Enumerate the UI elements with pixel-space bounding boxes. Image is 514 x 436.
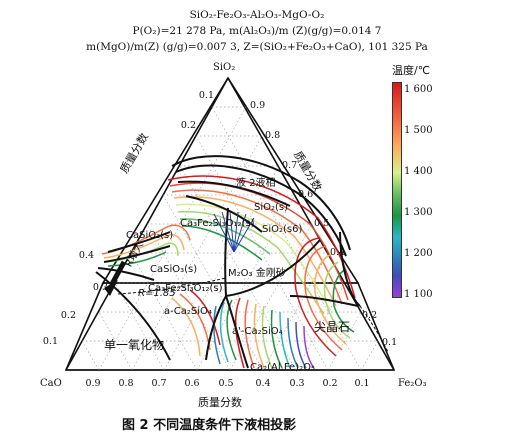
right-tick: 0.9	[250, 100, 265, 111]
left-tick: 0.3	[93, 282, 108, 293]
bottom-tick: 0.9	[85, 378, 100, 389]
right-tick: 0.6	[298, 189, 313, 200]
right-tick: 0.4	[330, 247, 345, 258]
phase-m2o3: M₂O₃ 金刚砂	[228, 268, 286, 279]
right-tick: 0.7	[282, 160, 297, 171]
phase-boundaries	[95, 155, 361, 369]
bottom-tick: 0.3	[289, 378, 304, 389]
left-tick: 0.1	[199, 90, 214, 101]
isotherm-contours	[101, 175, 356, 369]
right-tick: 0.8	[265, 130, 280, 141]
left-tick: 0.4	[79, 250, 94, 261]
left-axis-ticks: 0.1 0.2 0.4	[43, 250, 94, 347]
figure-caption: 图 2 不同温度条件下液相投影	[122, 418, 297, 433]
right-tick: 0.2	[362, 310, 377, 321]
legend-label: 1 400	[404, 166, 433, 177]
vertex-fe2o3: Fe₂O₃	[398, 378, 427, 389]
tie-line-fan	[213, 211, 255, 253]
legend-title: 温度/℃	[392, 64, 431, 77]
phase-ap-ca2sio4: a'-Ca₂SiO₄	[232, 326, 283, 337]
right-tick: 0.5	[314, 218, 329, 229]
r-dashed-line	[117, 277, 227, 295]
phase-liquid2: 液 2液相	[236, 178, 276, 189]
bottom-tick: 0.6	[184, 378, 199, 389]
vertex-sio2: SiO₂	[213, 62, 236, 73]
bottom-tick: 0.8	[118, 378, 133, 389]
phase-monoxide: 单一氧化物	[104, 338, 165, 352]
legend-colorbar	[392, 82, 402, 298]
phase-casio3-b: CaSiO₃(s)	[150, 264, 198, 275]
spinel-dashed-line	[359, 305, 389, 353]
phase-casio3: CaSiO₃(s)	[126, 230, 174, 241]
vertex-cao: CaO	[40, 378, 62, 389]
phase-sio2-s: SiO₂(s)	[254, 202, 289, 213]
right-axis-ticks: 0.9 0.8 0.7 0.6 0.5 0.4 0.2 0.1	[250, 100, 397, 348]
r-arrow	[104, 260, 127, 296]
diagram-header-line2: P(O₂)=21 278 Pa, m(Al₂O₃)/m (Z)(g/g)=0.0…	[132, 25, 382, 37]
bottom-tick: 0.2	[322, 378, 337, 389]
legend-label: 1 200	[404, 248, 433, 259]
bottom-axis-title: 质量分数	[198, 396, 242, 409]
legend-label: 1 500	[404, 125, 433, 136]
phase-sio2-s6: SiO₂(s6)	[262, 224, 303, 235]
phase-ca2-al-fe-2o5: Ca₂(Al,Fe)₂O₅	[250, 362, 315, 373]
left-tick: 0.2	[181, 120, 196, 131]
legend-label: 1 600	[404, 84, 433, 95]
bottom-tick: 0.4	[255, 378, 270, 389]
diagram-header-line1: SiO₂-Fe₂O₃-Al₂O₃-MgO-O₂	[189, 9, 325, 21]
diagram-header-line3: m(MgO)/m(Z) (g/g)=0.007 3, Z=(SiO₂+Fe₂O₃…	[86, 41, 428, 53]
bottom-tick: 0.7	[151, 378, 166, 389]
bottom-tick: 0.1	[354, 378, 369, 389]
bottom-axis-ticks: 0.9 0.8 0.7 0.6 0.5 0.4 0.3 0.2 0.1	[85, 378, 369, 389]
phase-spinel: 尖晶石	[314, 320, 351, 334]
right-tick: 0.1	[382, 337, 397, 348]
bottom-tick: 0.5	[218, 378, 233, 389]
phase-a-ca2sio4: a-Ca₂SiO₄	[164, 306, 212, 317]
legend-label: 1 300	[404, 207, 433, 218]
left-axis-ticks-upper: 0.1 0.2 0.3	[93, 90, 214, 293]
legend-label: 1 100	[404, 289, 433, 300]
r-value-label: R=1.85	[138, 288, 176, 299]
left-tick: 0.1	[43, 336, 58, 347]
phase-ca3fe2si3o12: Ca₃Fe₂Si₃O₁₂(s)	[180, 218, 255, 229]
phase-ca3fe2si3o12-b: Ca₃Fe₂Si₃O₁₂(s)	[148, 283, 223, 294]
left-tick: 0.2	[61, 310, 76, 321]
